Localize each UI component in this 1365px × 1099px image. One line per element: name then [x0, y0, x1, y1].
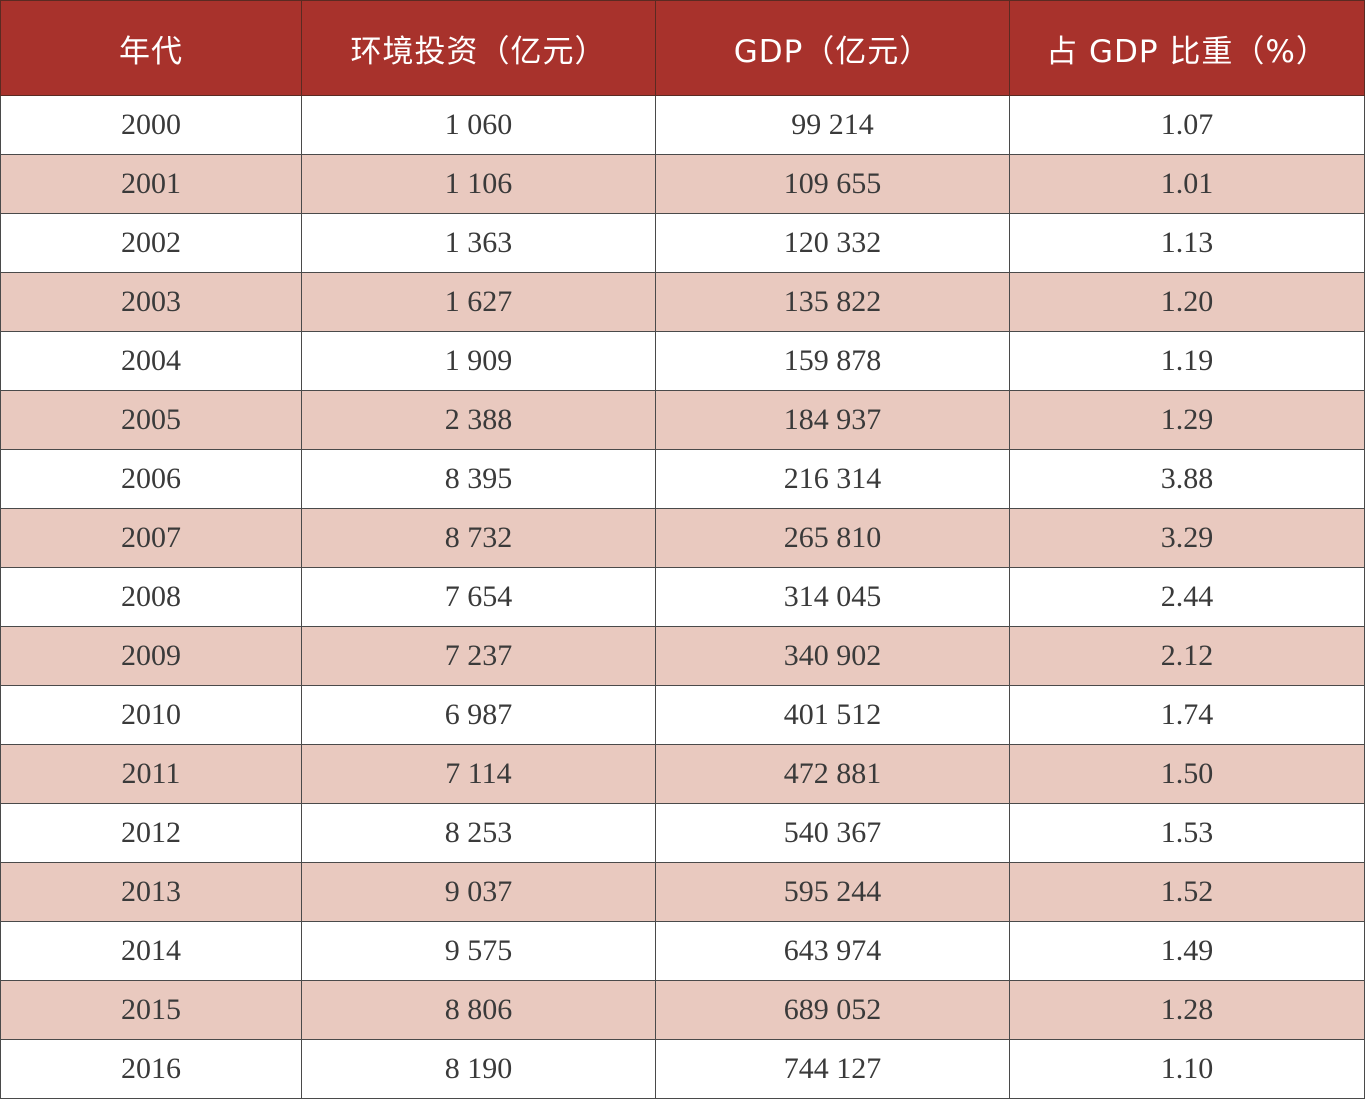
header-year: 年代 — [0, 0, 302, 96]
gdp-cell: 109 655 — [655, 154, 1010, 214]
table-row: 2005 2 388 184 937 1.29 — [0, 390, 1365, 450]
gdp-cell: 401 512 — [655, 685, 1010, 745]
env-investment-cell: 8 253 — [301, 803, 656, 863]
year-cell: 2009 — [0, 626, 302, 686]
table-row: 2015 8 806 689 052 1.28 — [0, 980, 1365, 1040]
env-investment-cell: 2 388 — [301, 390, 656, 450]
gdp-share-cell: 1.50 — [1009, 744, 1365, 804]
env-investment-cell: 7 237 — [301, 626, 656, 686]
gdp-share-cell: 1.53 — [1009, 803, 1365, 863]
env-investment-cell: 1 363 — [301, 213, 656, 273]
gdp-cell: 689 052 — [655, 980, 1010, 1040]
year-cell: 2010 — [0, 685, 302, 745]
env-investment-cell: 8 395 — [301, 449, 656, 509]
env-investment-cell: 9 575 — [301, 921, 656, 981]
gdp-share-cell: 1.29 — [1009, 390, 1365, 450]
gdp-share-cell: 3.88 — [1009, 449, 1365, 509]
header-gdp-share: 占 GDP 比重（%） — [1009, 0, 1365, 96]
gdp-cell: 135 822 — [655, 272, 1010, 332]
year-cell: 2007 — [0, 508, 302, 568]
year-cell: 2008 — [0, 567, 302, 627]
env-investment-cell: 8 806 — [301, 980, 656, 1040]
year-cell: 2013 — [0, 862, 302, 922]
year-cell: 2003 — [0, 272, 302, 332]
env-investment-cell: 8 732 — [301, 508, 656, 568]
table-row: 2009 7 237 340 902 2.12 — [0, 626, 1365, 686]
year-cell: 2014 — [0, 921, 302, 981]
gdp-share-cell: 1.20 — [1009, 272, 1365, 332]
year-cell: 2012 — [0, 803, 302, 863]
gdp-cell: 314 045 — [655, 567, 1010, 627]
gdp-share-cell: 1.13 — [1009, 213, 1365, 273]
year-cell: 2011 — [0, 744, 302, 804]
year-cell: 2006 — [0, 449, 302, 509]
year-cell: 2002 — [0, 213, 302, 273]
table-body: 2000 1 060 99 214 1.07 2001 1 106 109 655 1.01 2… — [0, 95, 1365, 1099]
gdp-share-cell: 1.52 — [1009, 862, 1365, 922]
env-investment-cell: 1 060 — [301, 95, 656, 155]
table-header: 年代 环境投资（亿元） GDP（亿元） 占 GDP 比重（%） — [0, 0, 1365, 96]
gdp-cell: 159 878 — [655, 331, 1010, 391]
year-cell: 2015 — [0, 980, 302, 1040]
table-row: 2011 7 114 472 881 1.50 — [0, 744, 1365, 804]
header-gdp: GDP（亿元） — [655, 0, 1010, 96]
env-investment-cell: 9 037 — [301, 862, 656, 922]
gdp-cell: 643 974 — [655, 921, 1010, 981]
year-cell: 2016 — [0, 1039, 302, 1099]
gdp-share-cell: 1.07 — [1009, 95, 1365, 155]
env-investment-cell: 1 909 — [301, 331, 656, 391]
env-investment-cell: 7 654 — [301, 567, 656, 627]
year-cell: 2000 — [0, 95, 302, 155]
table-row: 2006 8 395 216 314 3.88 — [0, 449, 1365, 509]
table-row: 2008 7 654 314 045 2.44 — [0, 567, 1365, 627]
table-row: 2002 1 363 120 332 1.13 — [0, 213, 1365, 273]
year-cell: 2001 — [0, 154, 302, 214]
gdp-share-cell: 1.28 — [1009, 980, 1365, 1040]
gdp-cell: 120 332 — [655, 213, 1010, 273]
table-row: 2014 9 575 643 974 1.49 — [0, 921, 1365, 981]
gdp-cell: 99 214 — [655, 95, 1010, 155]
table-row: 2003 1 627 135 822 1.20 — [0, 272, 1365, 332]
env-investment-cell: 6 987 — [301, 685, 656, 745]
table-row: 2012 8 253 540 367 1.53 — [0, 803, 1365, 863]
table-row: 2000 1 060 99 214 1.07 — [0, 95, 1365, 155]
gdp-share-cell: 1.74 — [1009, 685, 1365, 745]
table-row: 2007 8 732 265 810 3.29 — [0, 508, 1365, 568]
gdp-cell: 472 881 — [655, 744, 1010, 804]
gdp-share-cell: 1.01 — [1009, 154, 1365, 214]
gdp-cell: 340 902 — [655, 626, 1010, 686]
env-investment-cell: 1 627 — [301, 272, 656, 332]
gdp-cell: 216 314 — [655, 449, 1010, 509]
gdp-cell: 540 367 — [655, 803, 1010, 863]
gdp-cell: 595 244 — [655, 862, 1010, 922]
gdp-cell: 184 937 — [655, 390, 1010, 450]
header-env-investment: 环境投资（亿元） — [301, 0, 656, 96]
env-investment-cell: 7 114 — [301, 744, 656, 804]
table-row: 2016 8 190 744 127 1.10 — [0, 1039, 1365, 1099]
table-row: 2001 1 106 109 655 1.01 — [0, 154, 1365, 214]
gdp-share-cell: 2.12 — [1009, 626, 1365, 686]
gdp-share-cell: 1.10 — [1009, 1039, 1365, 1099]
env-investment-cell: 1 106 — [301, 154, 656, 214]
table-row: 2013 9 037 595 244 1.52 — [0, 862, 1365, 922]
gdp-cell: 265 810 — [655, 508, 1010, 568]
gdp-cell: 744 127 — [655, 1039, 1010, 1099]
gdp-share-cell: 2.44 — [1009, 567, 1365, 627]
header-row: 年代 环境投资（亿元） GDP（亿元） 占 GDP 比重（%） — [0, 0, 1365, 96]
year-cell: 2005 — [0, 390, 302, 450]
table-row: 2004 1 909 159 878 1.19 — [0, 331, 1365, 391]
gdp-share-cell: 1.49 — [1009, 921, 1365, 981]
year-cell: 2004 — [0, 331, 302, 391]
gdp-share-cell: 1.19 — [1009, 331, 1365, 391]
table-row: 2010 6 987 401 512 1.74 — [0, 685, 1365, 745]
env-investment-cell: 8 190 — [301, 1039, 656, 1099]
gdp-share-cell: 3.29 — [1009, 508, 1365, 568]
